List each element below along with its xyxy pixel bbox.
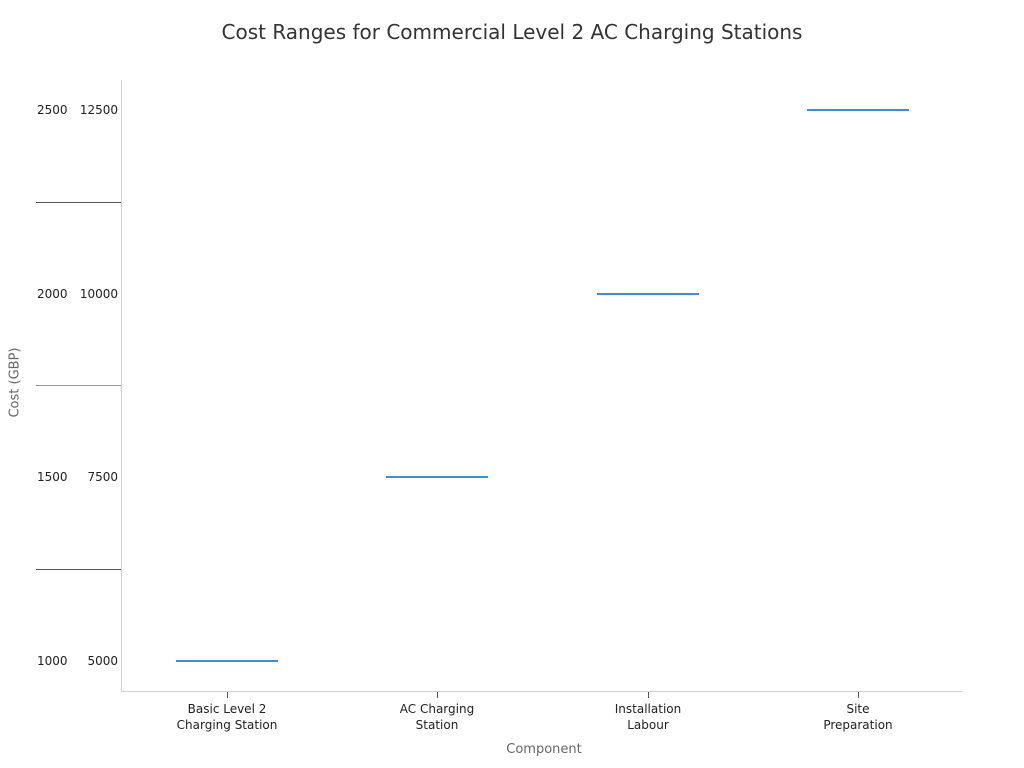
x-tick-label-line: AC Charging <box>399 702 475 716</box>
x-tick-label-line: Preparation <box>823 718 893 732</box>
y-tick-primary: 12500 <box>79 103 118 117</box>
x-tick-label: Installation Labour <box>568 701 728 733</box>
x-tick-label-line: Labour <box>627 718 669 732</box>
range-bar-basic-level-2 <box>176 660 278 662</box>
x-tick-label-line: Site <box>846 702 870 716</box>
range-bar-ac-charging-station <box>386 476 488 478</box>
x-tick-label-line: Installation <box>614 702 682 716</box>
x-tick-label: Basic Level 2 Charging Station <box>147 701 307 733</box>
y-tick-secondary: 2500 <box>37 103 68 117</box>
x-tick-mark <box>227 692 228 698</box>
y-axis-line <box>121 80 122 692</box>
x-tick-label-line: Basic Level 2 <box>187 702 267 716</box>
x-tick-label: Site Preparation <box>778 701 938 733</box>
x-tick-label-line: Station <box>415 718 459 732</box>
y-tick-primary: 7500 <box>87 470 118 484</box>
x-tick-mark <box>437 692 438 698</box>
y-axis-label: Cost (GBP) <box>7 347 23 418</box>
y-tick-secondary: 1000 <box>37 654 68 668</box>
x-tick-mark <box>648 692 649 698</box>
x-axis-label: Component <box>506 742 582 757</box>
range-bar-site-preparation <box>807 109 909 111</box>
x-axis-line <box>121 691 963 692</box>
y-tick-primary: 10000 <box>79 287 118 301</box>
x-tick-mark <box>858 692 859 698</box>
y-tick-primary: 5000 <box>87 654 118 668</box>
y-separator-line <box>36 202 121 203</box>
y-tick-secondary: 1500 <box>37 470 68 484</box>
y-separator-line <box>36 569 121 570</box>
y-separator-line <box>36 385 121 386</box>
x-tick-label: AC Charging Station <box>357 701 517 733</box>
x-tick-label-line: Charging Station <box>176 718 278 732</box>
chart-title: Cost Ranges for Commercial Level 2 AC Ch… <box>221 20 803 44</box>
range-bar-installation-labour <box>597 293 699 295</box>
y-tick-secondary: 2000 <box>37 287 68 301</box>
